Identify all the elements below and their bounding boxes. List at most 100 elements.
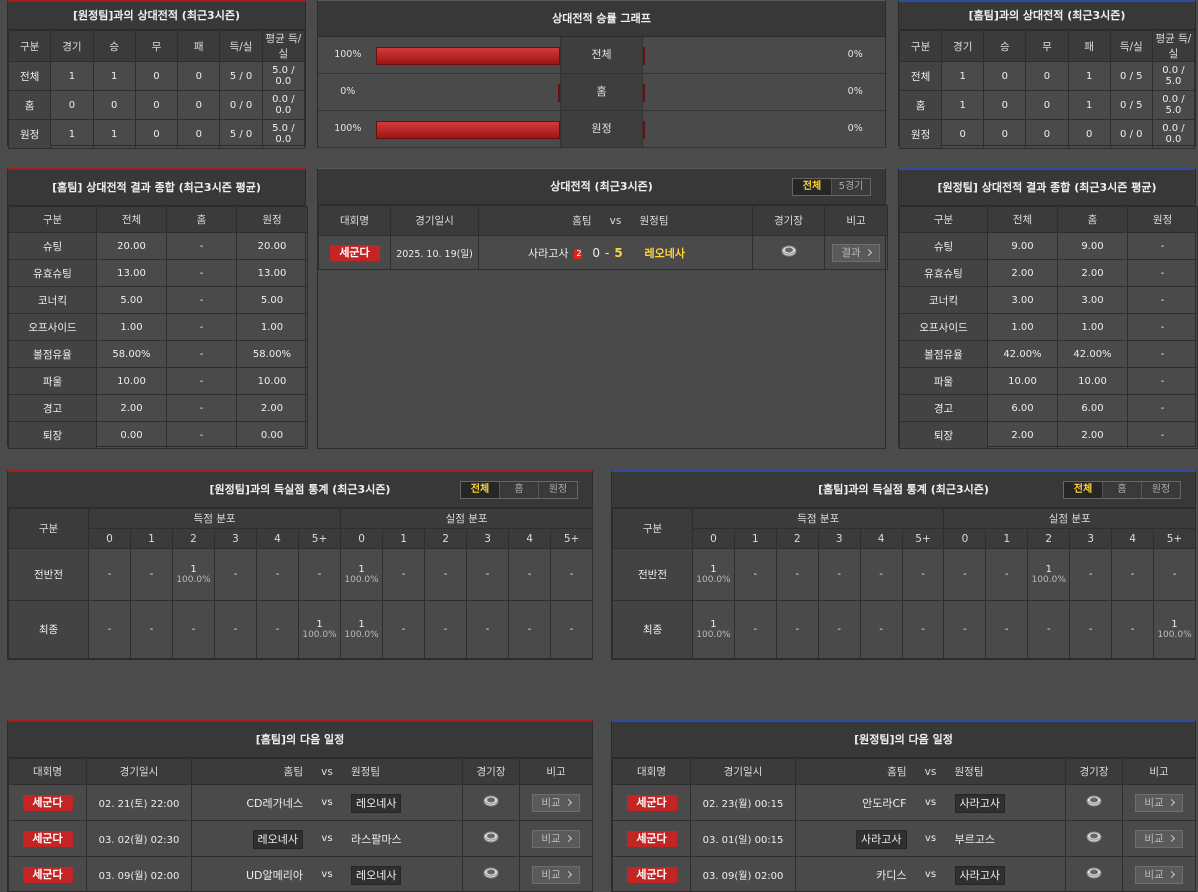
cell: 0.0 / 5.0 xyxy=(1151,61,1196,91)
cell: 10.00 xyxy=(1057,367,1128,395)
header-row: 구분 경기 승 무 패 득/실 평균 득/실 xyxy=(7,30,306,62)
cell: 58.00% xyxy=(96,340,167,368)
cell: 5.0 / 0.0 xyxy=(261,119,306,149)
button[interactable]: 비교 xyxy=(1135,829,1183,848)
row: 코너킥 5.00-5.00 xyxy=(8,286,308,314)
column-header: 구분 xyxy=(8,206,97,233)
button[interactable]: 비교 xyxy=(1135,865,1183,884)
row: 파울 10.00 10.00- xyxy=(899,367,1198,395)
percent: 100.0% xyxy=(696,575,731,585)
button[interactable]: 결과 xyxy=(832,243,880,262)
table: 구분 경기 승 무 패 득/실 평균 득/실 전체 1 0 0 1 0 / 5 0.0 / 5.0 홈 1 0 0… xyxy=(898,30,1196,149)
row: 최종 - - - - -1 100.0% 1 100.0% - - - - - xyxy=(8,600,594,659)
tab[interactable]: 전체 xyxy=(793,179,831,195)
cell: 0 xyxy=(1025,90,1069,120)
away-team: 레오네사 xyxy=(351,793,402,813)
bin-header: 3 xyxy=(466,528,510,549)
teams: UD알메리아 vs 레오네사 xyxy=(192,865,462,885)
button-label: 결과 xyxy=(841,247,861,259)
button[interactable]: 비교 xyxy=(1135,793,1183,812)
stadium-cell xyxy=(1065,820,1123,857)
teams-cell: 사라고사 vs 부르고스 xyxy=(795,820,1066,857)
cell: 1 100.0% xyxy=(297,600,342,659)
date: 2025. 10. 19(일) xyxy=(390,235,479,270)
column-header: 경기 xyxy=(50,30,94,62)
button[interactable]: 비교 xyxy=(532,829,580,848)
cell: - xyxy=(775,600,819,659)
cell: 5.0 / 0.0 xyxy=(261,61,306,91)
away-rate-label: 0% xyxy=(847,123,863,134)
away-bar-track xyxy=(642,111,826,147)
panel-title: [홈팀]의 다음 일정 xyxy=(8,722,592,758)
tab[interactable]: 전체 xyxy=(1064,482,1102,498)
row-label: 파울 xyxy=(8,367,97,395)
button[interactable]: 비교 xyxy=(532,793,580,812)
cell: - xyxy=(1127,286,1198,314)
panel-title: [원정팀]의 다음 일정 xyxy=(612,722,1195,758)
tab[interactable]: 원정 xyxy=(1141,482,1180,498)
percent: 100.0% xyxy=(1031,575,1066,585)
cell: - xyxy=(166,313,237,341)
teams-cell: 레오네사 vs 라스팔마스 xyxy=(191,820,463,857)
panel-title: [홈팀]과의 상대전적 (최근3시즌) xyxy=(899,2,1195,30)
header-row: 구분 전체 홈 원정 xyxy=(899,206,1198,233)
cell: - xyxy=(166,340,237,368)
column-header: 구분 xyxy=(899,206,988,233)
panel: [홈팀]과의 득실점 통계 (최근3시즌) 전체 홈 원정 구분 득점 분포 실점 분포 0 1… xyxy=(611,470,1196,660)
panel-title-text: [홈팀]과의 상대전적 (최근3시즌) xyxy=(968,9,1126,22)
cell: - xyxy=(943,548,987,601)
winrate-row: 0% 홈 0% xyxy=(318,74,885,111)
cell: 6.00 xyxy=(987,394,1058,422)
column-header: 패 xyxy=(177,30,221,62)
column-header: 비고 xyxy=(824,205,888,236)
row: 전체 1 0 0 1 0 / 5 0.0 / 5.0 xyxy=(898,61,1196,91)
note-cell: 비교 xyxy=(1122,820,1196,857)
tab[interactable]: 홈 xyxy=(1102,482,1141,498)
panel: [원정팀]과의 상대전적 (최근3시즌) 구분 경기 승 무 패 득/실 평균 득/실 전체 1 1… xyxy=(7,0,306,149)
tab[interactable]: 5경기 xyxy=(831,179,870,195)
league-cell: 세군다 xyxy=(8,784,87,821)
cell: - xyxy=(859,600,903,659)
panel: [홈팀]의 다음 일정 대회명 경기일시 홈팀 vs 원정팀 경기장 비고 세군다 02. 21(… xyxy=(7,720,593,892)
away-header: 원정팀 xyxy=(639,215,669,227)
count: 1 xyxy=(358,619,365,630)
cell: 3.00 xyxy=(987,286,1058,314)
row: 유효슈팅 13.00-13.00 xyxy=(8,259,308,287)
away-team: 레오네사 xyxy=(351,865,402,885)
league-badge: 세군다 xyxy=(626,794,677,811)
league-badge: 세군다 xyxy=(329,244,380,261)
cell: 6.00 xyxy=(1057,394,1128,422)
cell: - xyxy=(1027,600,1071,659)
vs-header: vs xyxy=(609,214,622,227)
row: 원정 1 1 0 0 5 / 0 5.0 / 0.0 xyxy=(7,119,306,149)
stadium-cell xyxy=(1065,856,1123,892)
vs-header: vs xyxy=(924,765,937,778)
column-header: 경기장 xyxy=(752,205,825,236)
bin-header: 5+ xyxy=(901,528,945,549)
header-row: 대회명 경기일시 홈팀 vs 원정팀 경기장 비고 xyxy=(318,205,888,236)
cell: 1 xyxy=(92,119,136,149)
cell: 0 xyxy=(1025,119,1069,149)
note-cell: 비교 xyxy=(1122,856,1196,892)
row-label: 홈 xyxy=(7,90,52,120)
panel-title-text: 상대전적 승률 그래프 xyxy=(552,12,651,25)
cell: 0 xyxy=(983,119,1027,149)
stadium-icon xyxy=(483,867,499,879)
away-side: 레오네사 xyxy=(351,865,462,885)
tab[interactable]: 홈 xyxy=(499,482,538,498)
cell: 0 xyxy=(134,90,179,120)
bin-header: 3 xyxy=(817,528,861,549)
row: 코너킥 3.00 3.00- xyxy=(899,286,1198,314)
button[interactable]: 비교 xyxy=(532,865,580,884)
panel: [원정팀]의 다음 일정 대회명 경기일시 홈팀 vs 원정팀 경기장 비고 세군다 02. 23… xyxy=(611,720,1196,892)
cell: - xyxy=(166,232,237,260)
tab[interactable]: 원정 xyxy=(538,482,577,498)
home-side: CD레가네스 xyxy=(192,795,303,811)
row-label: 볼점유율 xyxy=(8,340,97,368)
stadium-icon xyxy=(1086,795,1102,807)
tab[interactable]: 전체 xyxy=(461,482,499,498)
cell: 0 xyxy=(1025,61,1069,91)
panel-title: [홈팀] 상대전적 결과 종합 (최근3시즌 평균) xyxy=(8,170,305,206)
